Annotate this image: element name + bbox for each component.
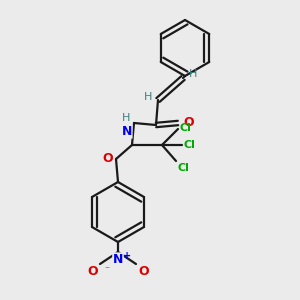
Text: +: + [123, 251, 131, 261]
Text: Cl: Cl [177, 163, 189, 173]
Text: N: N [122, 125, 132, 138]
Text: ⁻: ⁻ [104, 265, 109, 275]
Text: O: O [87, 265, 98, 278]
Text: O: O [138, 265, 148, 278]
Text: O: O [183, 116, 194, 130]
Text: H: H [122, 113, 130, 123]
Text: Cl: Cl [184, 140, 196, 150]
Text: H: H [189, 69, 197, 79]
Text: H: H [144, 92, 152, 102]
Text: Cl: Cl [180, 123, 192, 133]
Text: N: N [113, 253, 123, 266]
Text: O: O [102, 152, 113, 166]
